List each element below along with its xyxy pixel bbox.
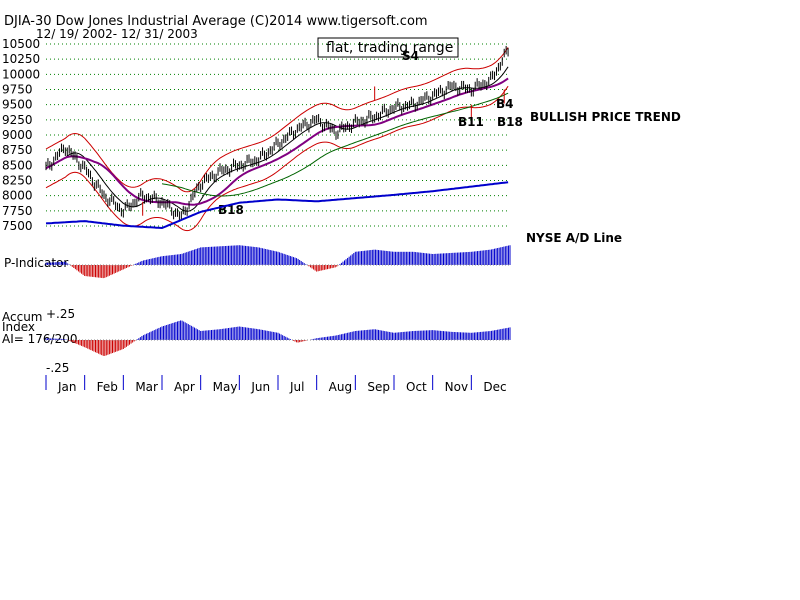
month-label: Aug xyxy=(329,380,352,394)
month-label: Feb xyxy=(97,380,118,394)
month-axis: Jan Feb Mar Apr May Jun Jul Aug Sep Oct Nov Dec xyxy=(45,375,507,394)
b4-signal-label: B4 xyxy=(496,97,514,111)
nyse-ad-line xyxy=(45,181,509,230)
price-tick-label: 8000 xyxy=(2,189,33,203)
flat-annotation-box xyxy=(317,37,459,58)
price-tick-label: 9000 xyxy=(2,128,33,142)
lower-band-line xyxy=(45,85,509,232)
upper-band-line xyxy=(45,47,509,193)
price-tick-label: 10500 xyxy=(2,37,40,51)
month-label: Mar xyxy=(135,380,158,394)
price-tick-label: 7500 xyxy=(2,219,33,233)
price-tick-label: 9500 xyxy=(2,98,33,112)
chart-date-range: 12/ 19/ 2002- 12/ 31/ 2003 xyxy=(36,27,198,41)
accum-index-label: Index xyxy=(2,320,35,334)
ai-score-label: AI= 176/200 xyxy=(2,332,77,346)
nyse-ad-line-label: NYSE A/D Line xyxy=(526,231,622,245)
price-tick-label: 9250 xyxy=(2,113,33,127)
price-tick-label: 7750 xyxy=(2,204,33,218)
price-tick-label: 8250 xyxy=(2,174,33,188)
month-label: Jun xyxy=(250,380,270,394)
ad-line-path xyxy=(45,181,509,230)
b11-signal-label: B11 xyxy=(458,115,484,129)
moving-average-200-line xyxy=(161,92,509,197)
p-indicator-label: P-Indicator xyxy=(4,256,68,270)
accum-minus-tick: -.25 xyxy=(46,361,69,375)
price-tick-label: 8500 xyxy=(2,158,33,172)
s4-signal-label: S4 xyxy=(402,49,419,63)
month-label: Jul xyxy=(289,380,304,394)
accum-plus-tick: +.25 xyxy=(46,307,75,321)
month-label: Sep xyxy=(367,380,390,394)
price-tick-label: 10250 xyxy=(2,52,40,66)
p-indicator-bars xyxy=(45,245,511,279)
chart-title: DJIA-30 Dow Jones Industrial Average (C)… xyxy=(4,14,428,29)
price-plot xyxy=(45,45,509,232)
month-label: Oct xyxy=(406,380,427,394)
month-label: Apr xyxy=(174,380,195,394)
price-tick-label: 9750 xyxy=(2,83,33,97)
accum-label: Accum xyxy=(2,310,43,324)
month-label: May xyxy=(213,380,238,394)
month-label: Nov xyxy=(445,380,468,394)
b18-signal-label-high: B18 xyxy=(497,115,523,129)
flat-annotation-label: flat, trading range xyxy=(326,40,453,56)
month-label: Dec xyxy=(483,380,506,394)
month-label: Jan xyxy=(57,380,77,394)
accum-index-bars xyxy=(45,320,511,356)
bullish-trend-label: BULLISH PRICE TREND xyxy=(530,110,681,124)
price-tick-label: 10000 xyxy=(2,67,40,81)
price-tick-label: 8750 xyxy=(2,143,33,157)
